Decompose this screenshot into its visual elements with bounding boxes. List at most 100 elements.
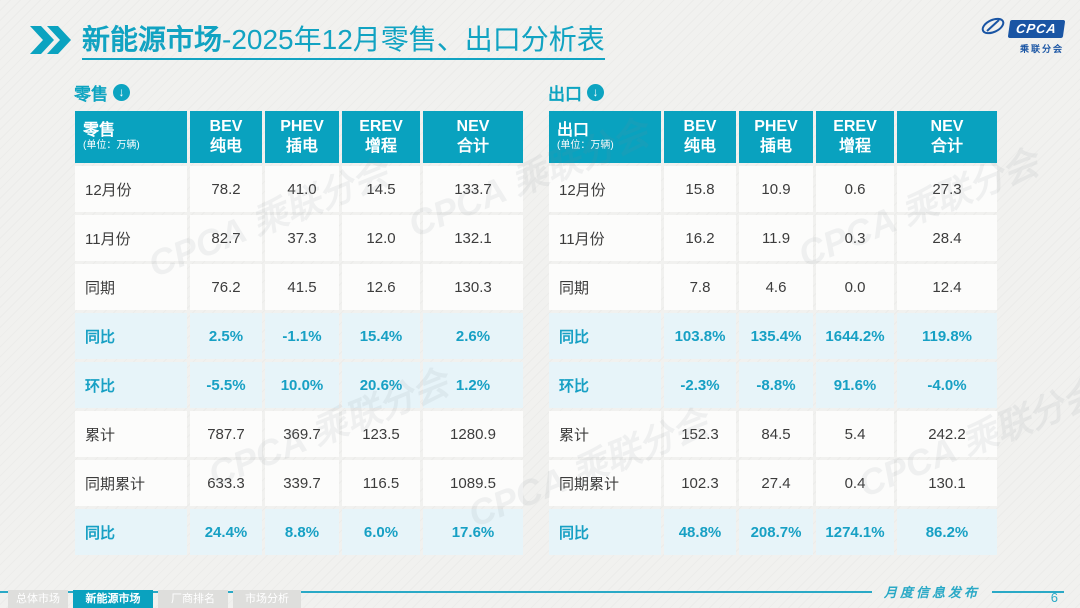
value-cell: -8.8% <box>739 362 813 408</box>
tab-nev-market[interactable]: 新能源市场 <box>73 590 153 608</box>
column-header-cn: 增程 <box>364 138 397 155</box>
value-cell: 12.0 <box>342 215 420 261</box>
value-cell: 76.2 <box>190 264 262 310</box>
column-header-en: BEV <box>209 118 243 135</box>
value-cell: 27.3 <box>897 166 997 212</box>
value-cell: 103.8% <box>664 313 736 359</box>
corner-title: 零售 <box>83 122 116 140</box>
value-cell: 0.4 <box>816 460 894 506</box>
table-corner-header: 出口 (单位：万辆) <box>549 111 661 163</box>
tables-area: 零售 ↓ 零售 (单位：万辆) BEV 纯电 PHEV 插电 EREV 增程 NEV 合计 12月份… <box>72 82 1000 558</box>
page-number: 6 <box>1050 590 1058 605</box>
column-header-en: PHEV <box>280 118 324 135</box>
value-cell: 91.6% <box>816 362 894 408</box>
row-label-cell: 累计 <box>75 411 187 457</box>
value-cell: 1644.2% <box>816 313 894 359</box>
table-row: 累计 152.3 84.5 5.4 242.2 <box>549 411 997 457</box>
value-cell: -5.5% <box>190 362 262 408</box>
unit-note: (单位：万辆) <box>557 139 614 151</box>
row-label-cell: 同比 <box>549 509 661 555</box>
table-row: 同比 2.5% -1.1% 15.4% 2.6% <box>75 313 523 359</box>
logo-cpca-text: CPCA <box>1007 19 1066 38</box>
value-cell: 7.8 <box>664 264 736 310</box>
table-row: 同期累计 102.3 27.4 0.4 130.1 <box>549 460 997 506</box>
down-arrow-icon: ↓ <box>113 84 130 101</box>
retail-caption: 零售 ↓ <box>74 82 526 104</box>
value-cell: 12.6 <box>342 264 420 310</box>
value-cell: 86.2% <box>897 509 997 555</box>
column-header-en: EREV <box>359 118 403 135</box>
table-row: 12月份 15.8 10.9 0.6 27.3 <box>549 166 997 212</box>
value-cell: 16.2 <box>664 215 736 261</box>
table-row: 累计 787.7 369.7 123.5 1280.9 <box>75 411 523 457</box>
value-cell: 1274.1% <box>816 509 894 555</box>
value-cell: 369.7 <box>265 411 339 457</box>
value-cell: 17.6% <box>423 509 523 555</box>
value-cell: 10.0% <box>265 362 339 408</box>
value-cell: -4.0% <box>897 362 997 408</box>
value-cell: 5.4 <box>816 411 894 457</box>
value-cell: 41.0 <box>265 166 339 212</box>
column-header: PHEV 插电 <box>739 111 813 163</box>
footer-rule-left <box>0 590 872 593</box>
row-label-cell: 同比 <box>549 313 661 359</box>
column-header: BEV 纯电 <box>190 111 262 163</box>
value-cell: 130.3 <box>423 264 523 310</box>
column-header-en: BEV <box>683 118 717 135</box>
down-arrow-icon: ↓ <box>587 84 604 101</box>
value-cell: 15.4% <box>342 313 420 359</box>
retail-caption-label: 零售 <box>74 85 108 104</box>
value-cell: 28.4 <box>897 215 997 261</box>
value-cell: 27.4 <box>739 460 813 506</box>
export-table: 出口 (单位：万辆) BEV 纯电 PHEV 插电 EREV 增程 NEV 合计 12月份 15.8 1… <box>546 108 1000 558</box>
column-header-cn: 纯电 <box>209 138 242 155</box>
column-header-en: EREV <box>833 118 877 135</box>
value-cell: 2.5% <box>190 313 262 359</box>
value-cell: 130.1 <box>897 460 997 506</box>
column-header-cn: 纯电 <box>683 138 716 155</box>
value-cell: 37.3 <box>265 215 339 261</box>
column-header-en: NEV <box>930 118 964 135</box>
table-row: 11月份 82.7 37.3 12.0 132.1 <box>75 215 523 261</box>
chevron-icon <box>30 26 72 59</box>
cpca-logo: CPCA 乘联分会 <box>964 16 1066 55</box>
column-header-cn: 合计 <box>930 138 963 155</box>
value-cell: 11.9 <box>739 215 813 261</box>
table-row: 12月份 78.2 41.0 14.5 133.7 <box>75 166 523 212</box>
value-cell: 14.5 <box>342 166 420 212</box>
value-cell: 208.7% <box>739 509 813 555</box>
value-cell: 0.0 <box>816 264 894 310</box>
tab-total-market[interactable]: 总体市场 <box>8 590 68 608</box>
slide-header: 新能源市场-2025年12月零售、出口分析表 <box>30 24 950 61</box>
row-label-cell: 环比 <box>549 362 661 408</box>
page-title-bold: 新能源市场 <box>82 24 223 55</box>
unit-note: (单位：万辆) <box>83 139 140 151</box>
logo-subtitle: 乘联分会 <box>1019 44 1064 54</box>
value-cell: 82.7 <box>190 215 262 261</box>
column-header: NEV 合计 <box>897 111 997 163</box>
monthly-release-note: 月度信息发布 <box>883 585 980 600</box>
export-table-section: 出口 ↓ 出口 (单位：万辆) BEV 纯电 PHEV 插电 EREV 增程 NEV 合计 12月份… <box>546 82 1000 558</box>
value-cell: 12.4 <box>897 264 997 310</box>
export-caption-label: 出口 <box>548 85 582 104</box>
row-label-cell: 同期累计 <box>549 460 661 506</box>
value-cell: 8.8% <box>265 509 339 555</box>
table-corner-header: 零售 (单位：万辆) <box>75 111 187 163</box>
column-header: EREV 增程 <box>816 111 894 163</box>
tab-manufacturer-ranking[interactable]: 厂商排名 <box>158 590 228 608</box>
row-label-cell: 11月份 <box>549 215 661 261</box>
table-row: 同比 48.8% 208.7% 1274.1% 86.2% <box>549 509 997 555</box>
tab-market-analysis[interactable]: 市场分析 <box>233 590 301 608</box>
row-label-cell: 12月份 <box>549 166 661 212</box>
value-cell: 0.6 <box>816 166 894 212</box>
value-cell: 119.8% <box>897 313 997 359</box>
value-cell: -2.3% <box>664 362 736 408</box>
retail-table-section: 零售 ↓ 零售 (单位：万辆) BEV 纯电 PHEV 插电 EREV 增程 NEV 合计 12月份… <box>72 82 526 558</box>
column-header: NEV 合计 <box>423 111 523 163</box>
table-row: 环比 -2.3% -8.8% 91.6% -4.0% <box>549 362 997 408</box>
value-cell: 10.9 <box>739 166 813 212</box>
table-row: 环比 -5.5% 10.0% 20.6% 1.2% <box>75 362 523 408</box>
value-cell: 102.3 <box>664 460 736 506</box>
value-cell: 24.4% <box>190 509 262 555</box>
row-label-cell: 环比 <box>75 362 187 408</box>
